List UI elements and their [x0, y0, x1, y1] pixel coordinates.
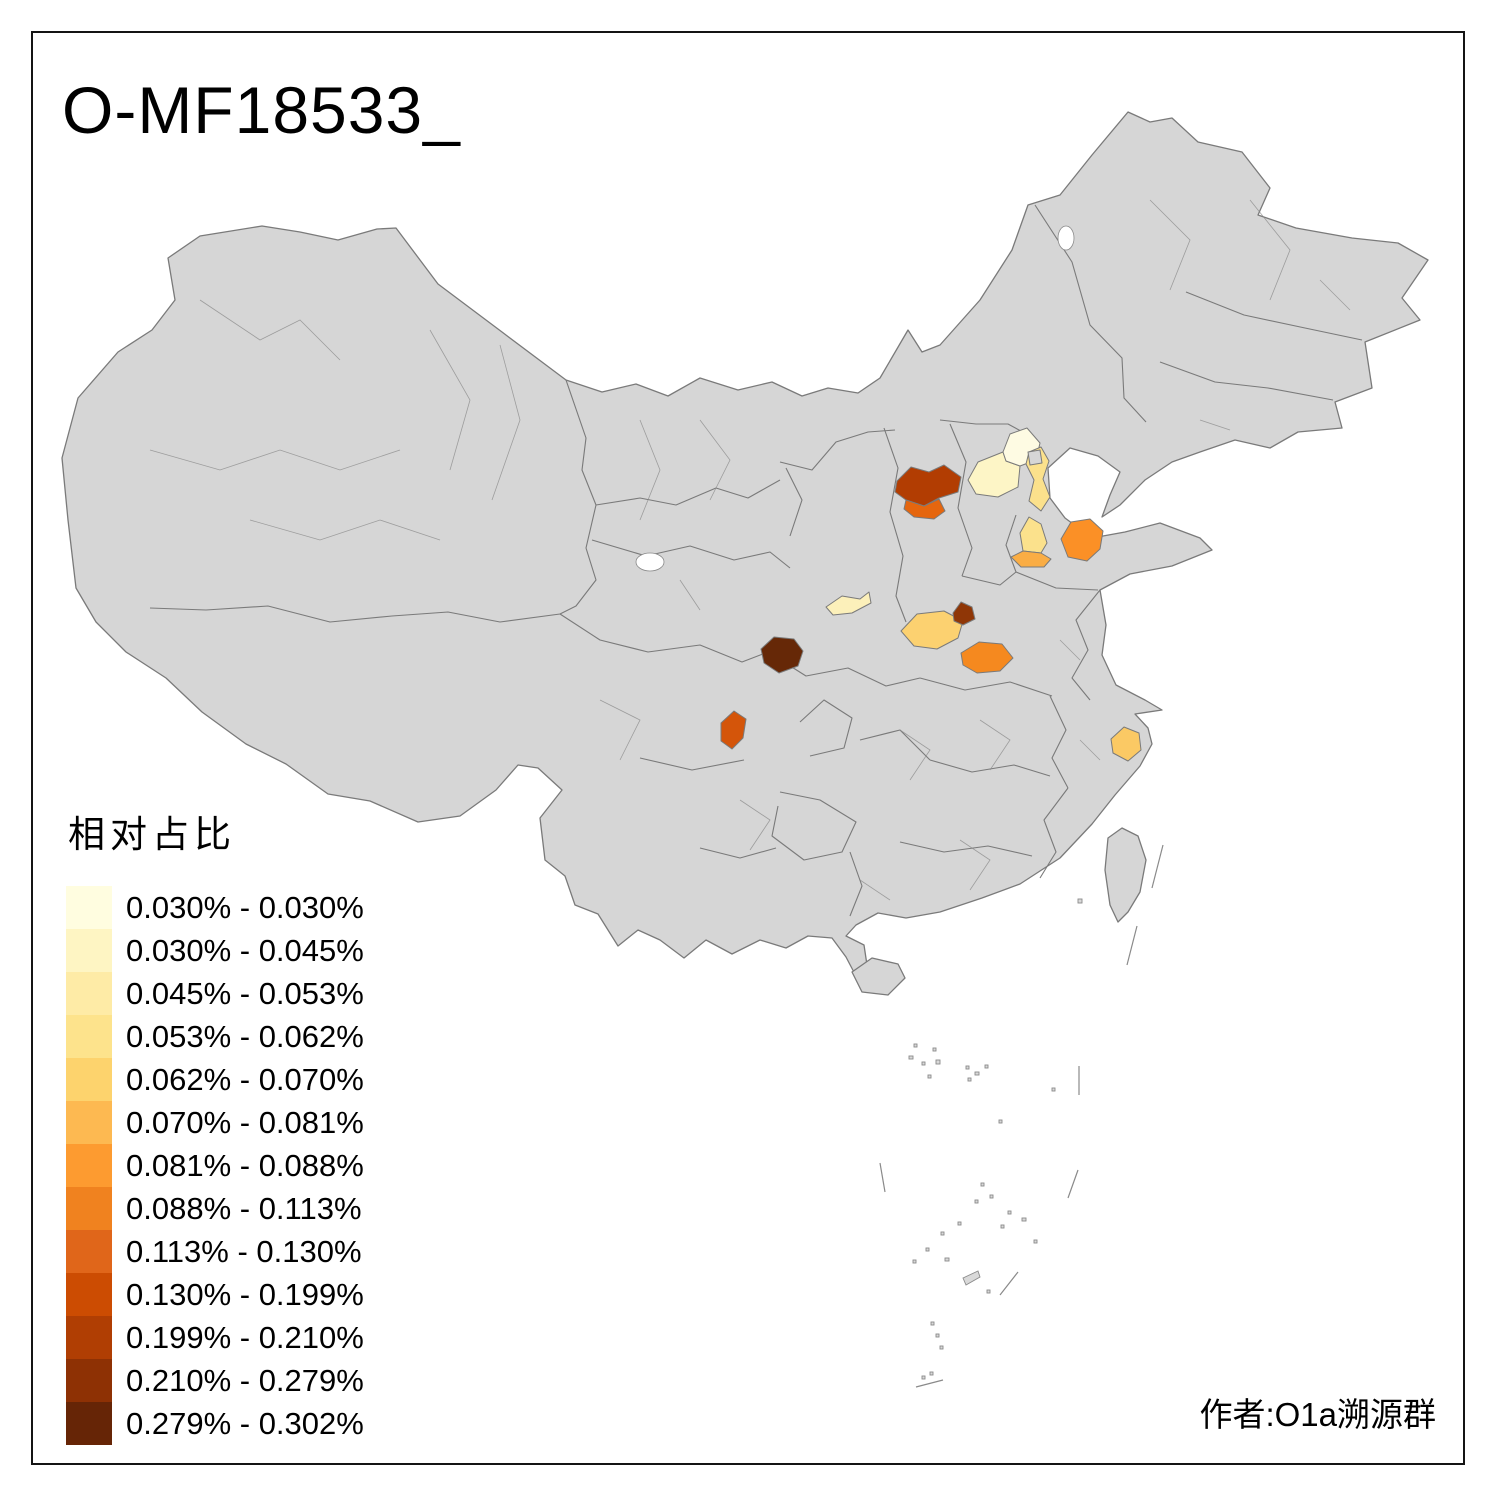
- legend-row: 0.113% - 0.130%: [66, 1230, 364, 1273]
- legend-swatch: [66, 1402, 112, 1445]
- taiwan-island: [1104, 827, 1147, 923]
- legend-swatch: [66, 886, 112, 929]
- legend-row: 0.030% - 0.045%: [66, 929, 364, 972]
- legend-row: 0.062% - 0.070%: [66, 1058, 364, 1101]
- legend: 相对占比 0.030% - 0.030% 0.030% - 0.045% 0.0…: [66, 804, 364, 1445]
- legend-row: 0.081% - 0.088%: [66, 1144, 364, 1187]
- mainland-china-shape: [61, 111, 1429, 979]
- qinghai-lake: [635, 552, 665, 572]
- legend-label: 0.045% - 0.053%: [126, 975, 364, 1011]
- legend-row: 0.053% - 0.062%: [66, 1015, 364, 1058]
- map-region-west-henan: [960, 641, 1014, 674]
- legend-swatch: [66, 1230, 112, 1273]
- plot-frame: [31, 31, 1465, 1465]
- map-region-southwest-shanxi: [952, 601, 976, 626]
- legend-label: 0.070% - 0.081%: [126, 1104, 364, 1140]
- legend-row: 0.210% - 0.279%: [66, 1359, 364, 1402]
- legend-row: 0.045% - 0.053%: [66, 972, 364, 1015]
- legend-swatch: [66, 1359, 112, 1402]
- map-region-central-shandong: [1060, 518, 1104, 562]
- author-attribution: 作者:O1a溯源群: [1199, 1396, 1436, 1433]
- colored-regions: [720, 427, 1142, 762]
- legend-swatch: [66, 1316, 112, 1359]
- hulun-lake: [1057, 225, 1075, 251]
- map-region-coastal-zhejiang: [1110, 726, 1142, 762]
- legend-label: 0.130% - 0.199%: [126, 1276, 364, 1312]
- legend-label: 0.210% - 0.279%: [126, 1362, 364, 1398]
- legend-label: 0.030% - 0.030%: [126, 889, 364, 925]
- legend-label: 0.088% - 0.113%: [126, 1190, 362, 1226]
- legend-row: 0.279% - 0.302%: [66, 1402, 364, 1445]
- legend-swatch: [66, 1187, 112, 1230]
- legend-swatch: [66, 1101, 112, 1144]
- legend-label: 0.053% - 0.062%: [126, 1018, 364, 1054]
- legend-swatch: [66, 1273, 112, 1316]
- map-region-central-shanxi: [903, 498, 946, 520]
- legend-row: 0.199% - 0.210%: [66, 1316, 364, 1359]
- legend-row: 0.070% - 0.081%: [66, 1101, 364, 1144]
- hainan-island: [851, 957, 906, 996]
- legend-label: 0.062% - 0.070%: [126, 1061, 364, 1097]
- legend-label: 0.081% - 0.088%: [126, 1147, 364, 1183]
- legend-label: 0.279% - 0.302%: [126, 1405, 364, 1441]
- legend-swatch: [66, 1058, 112, 1101]
- map-region-east-gansu-strip: [825, 591, 872, 616]
- map-region-nw-shandong-lower: [1010, 550, 1052, 568]
- legend-title: 相对占比: [68, 814, 236, 855]
- page-title: O-MF18533_: [62, 73, 461, 147]
- legend-swatch: [66, 1015, 112, 1058]
- prefecture-boundaries: [149, 199, 1351, 901]
- map-region-north-shanxi: [894, 464, 962, 507]
- legend-swatch: [66, 1144, 112, 1187]
- south-china-sea-islands: [879, 844, 1164, 1388]
- legend-swatch: [66, 929, 112, 972]
- map-region-south-shaanxi: [760, 636, 804, 674]
- legend-row: 0.030% - 0.030%: [66, 886, 364, 929]
- map-region-beijing-urban-gray: [1027, 449, 1043, 466]
- legend-label: 0.030% - 0.045%: [126, 932, 364, 968]
- legend-swatch: [66, 972, 112, 1015]
- legend-row: 0.130% - 0.199%: [66, 1273, 364, 1316]
- legend-label: 0.199% - 0.210%: [126, 1319, 364, 1355]
- map-region-central-shaanxi: [900, 610, 964, 650]
- legend-label: 0.113% - 0.130%: [126, 1233, 362, 1269]
- legend-row: 0.088% - 0.113%: [66, 1187, 364, 1230]
- province-boundaries: [149, 204, 1363, 917]
- map-region-west-sichuan: [720, 710, 747, 750]
